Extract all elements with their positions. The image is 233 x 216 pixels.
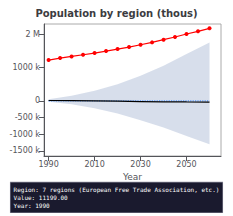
svg-text:2 M: 2 M [25, 30, 40, 39]
svg-text:Region: 7 regions (European Fr: Region: 7 regions (European Free Trade A… [14, 186, 220, 194]
svg-text:-1000 k: -1000 k [10, 130, 41, 139]
svg-text:Population by region (thous): Population by region (thous) [35, 8, 197, 19]
svg-text:2050: 2050 [176, 160, 196, 169]
svg-text:2030: 2030 [130, 160, 150, 169]
svg-text:-1500 k: -1500 k [10, 146, 41, 155]
svg-text:1990: 1990 [38, 160, 58, 169]
svg-text:Value: 11199.00: Value: 11199.00 [14, 194, 69, 201]
svg-text:Year: 1990: Year: 1990 [14, 202, 51, 209]
svg-text:0: 0 [35, 96, 40, 105]
svg-text:Year: Year [122, 172, 142, 182]
svg-text:1000 k: 1000 k [12, 63, 40, 72]
svg-text:-500 k: -500 k [15, 113, 41, 122]
svg-text:2010: 2010 [84, 160, 104, 169]
